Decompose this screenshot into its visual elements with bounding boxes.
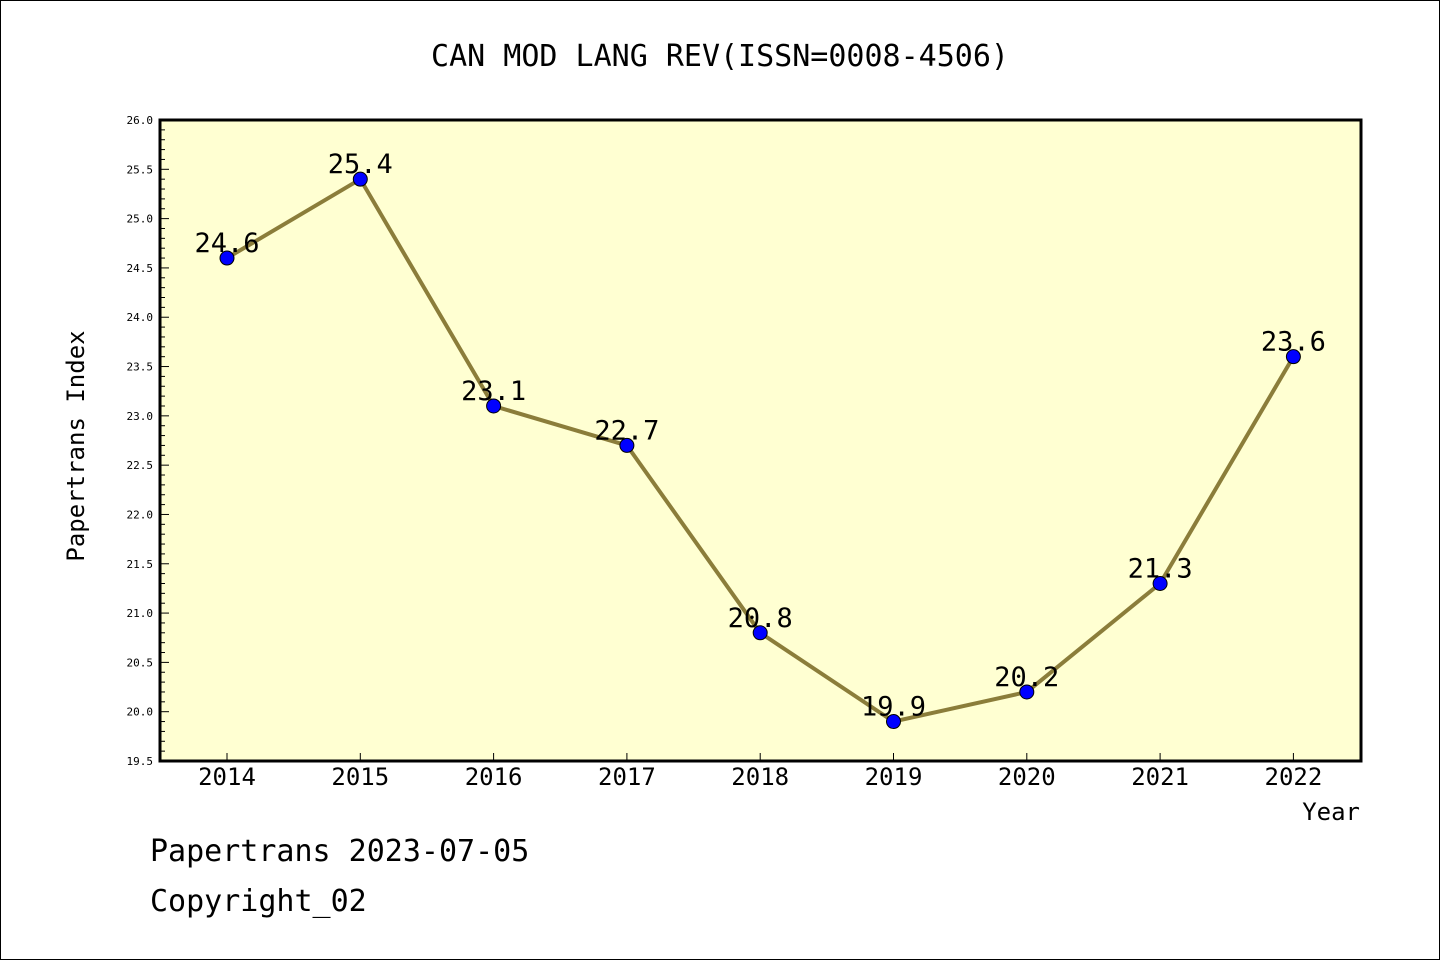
data-label: 19.9 bbox=[861, 692, 926, 723]
data-point bbox=[752, 625, 768, 641]
data-point bbox=[219, 250, 235, 266]
y-tick-label: 23.5 bbox=[127, 361, 154, 374]
x-tick-label: 2018 bbox=[731, 763, 789, 791]
y-tick-label: 25.0 bbox=[127, 213, 154, 226]
footer-date: Papertrans 2023-07-05 bbox=[150, 834, 530, 869]
y-tick-label: 21.0 bbox=[127, 607, 154, 620]
data-labels: 24.6 25.4 23.1 22.7 20.8 19.9 20.2 21.3 23.6 bbox=[194, 149, 1325, 722]
y-tick-label: 22.0 bbox=[127, 508, 154, 521]
data-point bbox=[352, 171, 368, 187]
x-tick-label: 2019 bbox=[865, 763, 923, 791]
data-point bbox=[619, 437, 635, 453]
data-point bbox=[486, 398, 502, 414]
data-label: 23.6 bbox=[1261, 327, 1326, 358]
x-tick-label: 2016 bbox=[465, 763, 523, 791]
x-tick-label: 2020 bbox=[998, 763, 1056, 791]
data-label: 20.8 bbox=[728, 603, 793, 634]
y-axis: 19.5 20.0 20.5 21.0 21.5 22.0 22.5 23.0 23.5 24.0… bbox=[127, 114, 169, 768]
data-point bbox=[1285, 349, 1301, 365]
y-tick-label: 26.0 bbox=[127, 114, 154, 127]
y-tick-label: 24.0 bbox=[127, 311, 154, 324]
y-tick-label: 20.0 bbox=[127, 706, 154, 719]
data-label: 21.3 bbox=[1128, 553, 1193, 584]
y-tick-label: 24.5 bbox=[127, 262, 154, 275]
x-axis: 2014 2015 2016 2017 2018 2019 2020 2021 2022 bbox=[198, 753, 1322, 791]
x-tick-label: 2014 bbox=[198, 763, 256, 791]
data-label: 22.7 bbox=[594, 415, 659, 446]
footer-copyright: Copyright_02 bbox=[150, 884, 367, 919]
y-tick-label: 19.5 bbox=[127, 755, 154, 768]
data-point bbox=[886, 714, 901, 730]
x-tick-label: 2015 bbox=[331, 763, 389, 791]
series-markers bbox=[219, 171, 1301, 730]
chart-title: CAN MOD LANG REV(ISSN=0008-4506) bbox=[431, 39, 1009, 74]
y-tick-label: 20.5 bbox=[127, 656, 154, 669]
data-label: 25.4 bbox=[328, 149, 393, 180]
y-tick-label: 25.5 bbox=[127, 163, 154, 176]
y-axis-title: Papertrans Index bbox=[62, 330, 90, 561]
x-tick-label: 2022 bbox=[1265, 763, 1323, 791]
data-label: 24.6 bbox=[194, 228, 259, 259]
y-tick-label: 23.0 bbox=[127, 410, 154, 423]
data-label: 23.1 bbox=[461, 376, 526, 407]
data-label: 20.2 bbox=[994, 662, 1059, 693]
x-axis-title: Year bbox=[1302, 798, 1360, 826]
data-point bbox=[1152, 575, 1168, 591]
data-point bbox=[1019, 684, 1035, 700]
x-tick-label: 2017 bbox=[598, 763, 656, 791]
y-tick-label: 21.5 bbox=[127, 558, 154, 571]
x-tick-label: 2021 bbox=[1131, 763, 1189, 791]
plot-area bbox=[158, 118, 1363, 763]
y-tick-label: 22.5 bbox=[127, 459, 154, 472]
